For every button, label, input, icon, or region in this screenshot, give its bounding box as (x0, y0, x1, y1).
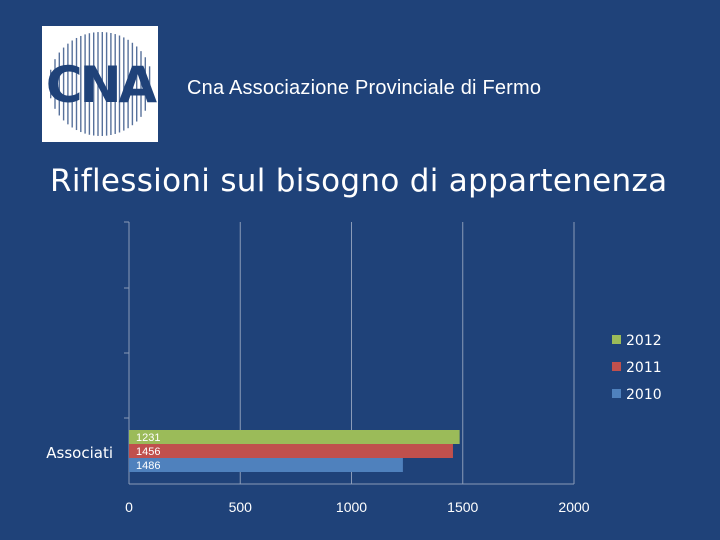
chart-bars (129, 430, 460, 472)
legend-label-2011: 2011 (626, 360, 662, 376)
data-label-1456: 1456 (136, 446, 160, 458)
x-tick-label-1000: 1000 (336, 499, 367, 515)
logo-stripe (123, 37, 125, 131)
logo-stripe (144, 57, 146, 111)
logo-stripe (62, 47, 65, 121)
x-tick-label-500: 500 (229, 499, 253, 515)
bar-associati-2012 (129, 430, 460, 444)
logo-stripe (131, 42, 134, 126)
logo-stripe (140, 51, 142, 117)
logo-stripe (58, 52, 60, 116)
logo-stripe (136, 46, 138, 122)
logo-stripe (50, 69, 52, 99)
legend-swatch-2010 (612, 389, 621, 398)
logo-stripe (75, 37, 78, 131)
legend-swatch-2012 (612, 335, 621, 344)
logo-stripe (88, 33, 91, 135)
organization-title: Cna Associazione Provinciale di Fermo (187, 77, 542, 99)
logo-lettering: CNA (46, 56, 158, 114)
data-label-1486: 1486 (136, 460, 160, 472)
legend-label-2010: 2010 (626, 387, 662, 403)
logo-stripe (110, 33, 112, 135)
data-label-1231: 1231 (136, 432, 160, 444)
cna-logo-graphic: CNA (46, 30, 160, 138)
bar-associati-2011 (129, 444, 453, 458)
x-tick-label-2000: 2000 (558, 499, 589, 515)
cna-logo: CNA (42, 26, 160, 142)
category-label-associati: Associati (46, 444, 113, 462)
logo-stripe (54, 59, 56, 109)
logo-stripe (93, 32, 95, 136)
legend-swatch-2011 (612, 362, 621, 371)
chart-x-tick-labels: 0 500 1000 1500 2000 (125, 499, 590, 515)
logo-stripe (71, 40, 73, 128)
logo-stripe (118, 35, 121, 133)
logo-stripe (127, 39, 129, 129)
logo-stripe (97, 32, 99, 136)
logo-stripe (101, 32, 103, 136)
logo-stripe (148, 66, 151, 102)
logo-stripe (105, 32, 108, 136)
bar-associati-2010 (129, 458, 403, 472)
chart-data-labels: 1231 1456 1486 (136, 432, 160, 472)
logo-stripe (80, 35, 82, 133)
legend-label-2012: 2012 (626, 333, 662, 349)
logo-stripe (84, 34, 86, 134)
logo-stripes (50, 32, 151, 136)
slide-title: Riflessioni sul bisogno di appartenenza (50, 163, 668, 199)
x-tick-label-0: 0 (125, 499, 133, 515)
logo-stripe (114, 34, 116, 134)
chart-legend: 2012 2011 2010 (612, 333, 662, 403)
logo-stripe (67, 43, 69, 125)
x-tick-label-1500: 1500 (447, 499, 478, 515)
